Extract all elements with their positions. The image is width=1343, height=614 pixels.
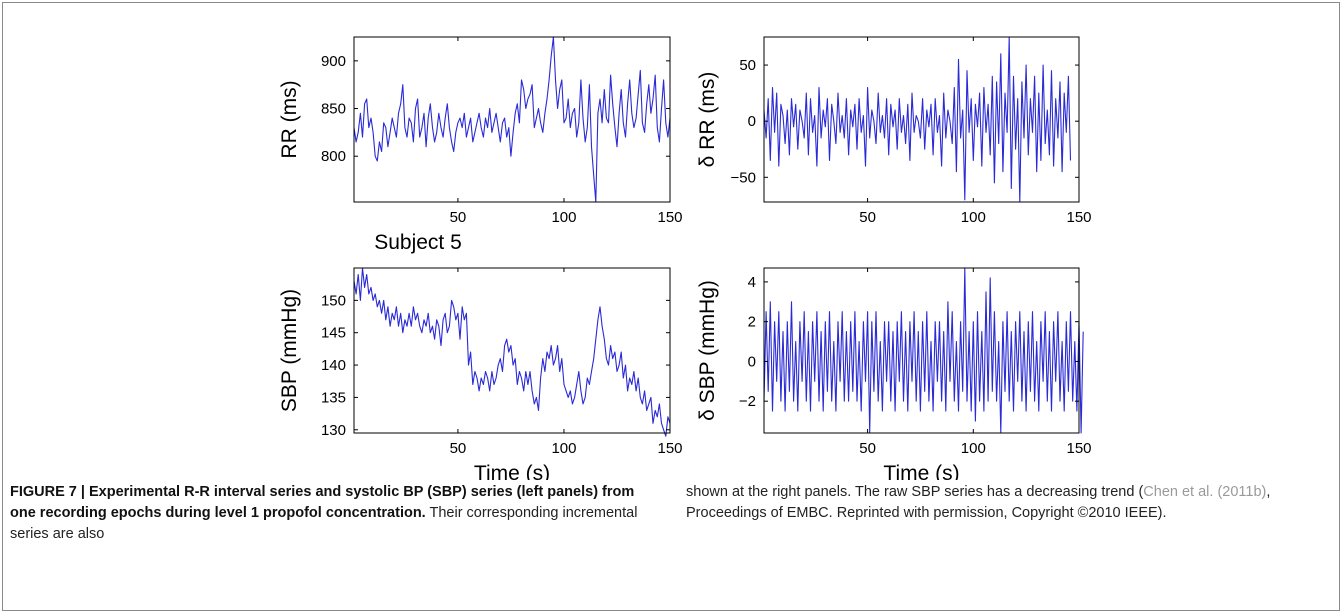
drr-xtick-label: 50: [859, 209, 876, 226]
drr-ylabel: δ RR (ms): [696, 72, 719, 168]
sbp-xlabel: Time (s): [474, 462, 550, 480]
rr-xtick-label: 150: [657, 209, 682, 226]
dsbp-xtick-label: 50: [859, 440, 876, 457]
caption-right: shown at the right panels. The raw SBP s…: [686, 482, 1326, 524]
sbp-ytick-label: 140: [321, 357, 346, 374]
caption-body-left: Their corresponding incremental series a…: [10, 505, 638, 542]
sbp-ylabel: SBP (mmHg): [278, 289, 301, 412]
sbp-chart: 50 100 150 130 135 140 145 150 SBP (mmHg) Time (s…: [278, 267, 683, 480]
caption-body-right-1: shown at the right panels. The raw SBP s…: [686, 484, 1144, 500]
rr-ytick-label: 900: [321, 53, 346, 70]
rr-ytick-label: 800: [321, 148, 346, 165]
sbp-ytick-label: 145: [321, 325, 346, 342]
rr-series-line: [353, 36, 671, 203]
caption-left: FIGURE 7 | Experimental R-R interval ser…: [10, 482, 642, 545]
sbp-series-line: [353, 267, 671, 437]
sbp-ytick-label: 130: [321, 422, 346, 439]
caption-body-right-2: , Proceedings of EMBC. Reprinted with pe…: [686, 484, 1271, 521]
dsbp-ytick-label: 0: [748, 353, 756, 370]
sbp-axes-box: [353, 267, 671, 434]
dsbp-ylabel: δ SBP (mmHg): [696, 280, 719, 421]
dsbp-xtick-label: 100: [961, 440, 986, 457]
drr-xtick-label: 100: [961, 209, 986, 226]
caption-title: Experimental R-R interval series and sys…: [10, 484, 635, 521]
sbp-xtick-label: 150: [657, 440, 682, 457]
rr-ytick-label: 850: [321, 101, 346, 118]
drr-chart: 50 100 150 −50 0 50 δ RR (ms): [696, 36, 1092, 226]
sbp-ytick-label: 135: [321, 389, 346, 406]
dsbp-series-line: [763, 267, 1084, 434]
drr-xtick-label: 150: [1066, 209, 1091, 226]
dsbp-xlabel: Time (s): [883, 462, 959, 480]
dsbp-xtick-label: 150: [1066, 440, 1091, 457]
dsbp-axes-box: [763, 267, 1080, 434]
drr-series-line: [763, 36, 1072, 203]
rr-xtick-label: 50: [450, 209, 467, 226]
subject-label: Subject 5: [374, 231, 462, 254]
sbp-xtick-label: 100: [551, 440, 576, 457]
figure-panels: Subject 5 50 100 150 800 850 900 RR (ms) 50 100 1…: [278, 36, 1092, 480]
rr-axes-box: [353, 36, 671, 203]
dsbp-ytick-label: −2: [739, 393, 756, 410]
dsbp-ytick-label: 4: [748, 274, 756, 291]
rr-chart: 50 100 150 800 850 900 RR (ms): [278, 36, 683, 226]
drr-ytick-label: 50: [739, 57, 756, 74]
caption-citation-link[interactable]: Chen et al. (2011b): [1143, 484, 1267, 500]
rr-xtick-label: 100: [551, 209, 576, 226]
drr-ytick-label: −50: [731, 169, 756, 186]
rr-ylabel: RR (ms): [278, 80, 301, 158]
sbp-ytick-label: 150: [321, 292, 346, 309]
dsbp-chart: 50 100 150 −2 0 2 4 δ SBP (mmHg) Time (s): [696, 267, 1092, 480]
dsbp-ytick-label: 2: [748, 314, 756, 331]
caption-figure-label: FIGURE 7 |: [10, 484, 89, 500]
drr-axes-box: [763, 36, 1080, 203]
sbp-xtick-label: 50: [450, 440, 467, 457]
drr-ytick-label: 0: [748, 113, 756, 130]
